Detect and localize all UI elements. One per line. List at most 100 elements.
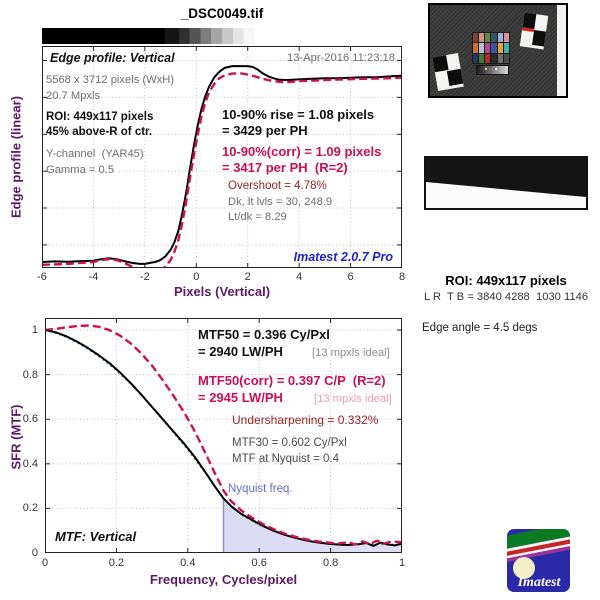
mtf30-text: MTF30 = 0.602 Cy/Pxl (232, 437, 347, 449)
thumbnail-white-strip (557, 5, 566, 96)
x-tick-label: 0.6 (251, 557, 267, 569)
mtf50-lwph: = 2940 LW/PH (198, 344, 283, 359)
mtf-plot (45, 318, 402, 553)
red-mark (521, 27, 535, 33)
x-tick-label: 1 (398, 557, 406, 569)
edge-profile-measured-curve (42, 65, 402, 265)
colorchecker-swatch (473, 53, 479, 63)
y-tick-label: 0.6 (22, 413, 38, 426)
colorchecker-swatch (503, 33, 509, 43)
y-tick-label: 0 (31, 547, 38, 559)
edge-grayscale-strip (42, 28, 402, 44)
y-tick-label: 0.2 (22, 502, 38, 515)
patch-black-square (522, 12, 537, 30)
mtf50-corr-value: MTF50(corr) = 0.397 C/P (R=2) (198, 373, 386, 388)
logo-text: Imatest (517, 575, 562, 590)
wedge-dot-white (495, 68, 497, 70)
colorchecker-swatch (479, 43, 485, 53)
gamma-text: Gamma = 0.5 (46, 164, 115, 176)
colorchecker-swatch (503, 53, 509, 63)
x-tick-label: 0.2 (108, 557, 125, 569)
colorchecker-swatch (503, 43, 509, 53)
nyquist-freq-label: Nyquist freq. (228, 483, 293, 495)
scene-thumbnail (428, 3, 568, 98)
levels-text: Dk, lt lvls = 30, 248.9 (228, 196, 333, 208)
colorchecker-swatch (491, 53, 497, 63)
mtf-measured-curve (45, 329, 402, 547)
colorchecker-swatch (485, 33, 491, 43)
colorchecker-swatch (497, 33, 503, 43)
colorchecker-swatch (497, 43, 503, 53)
logo-moon (513, 557, 535, 579)
colorchecker-chart (472, 32, 510, 64)
colorchecker-swatch (485, 43, 491, 53)
undersharpening-text: Undersharpening = 0.332% (232, 413, 379, 427)
ideal-note-2: [13 mpxls ideal] (314, 393, 392, 405)
mtf-nyquist-text: MTF at Nyquist = 0.4 (232, 453, 340, 465)
checkerboard-patch-left (432, 53, 464, 91)
colorchecker-swatch (497, 53, 503, 63)
roi-coordinates: L R T B = 3840 4288 1030 1146 (423, 291, 589, 303)
rise-per-ph: = 3429 per PH (222, 123, 308, 138)
nyquist-shaded-region (223, 498, 402, 553)
patch-black-square (531, 30, 546, 47)
x-tick-label: 4 (296, 271, 303, 283)
imatest-logo: Imatest (507, 529, 570, 592)
edge-panel-title: Edge profile: Vertical (50, 51, 175, 65)
x-tick-label: 8 (398, 271, 406, 283)
colorchecker-swatch (485, 53, 491, 63)
y-tick-label: 1 (31, 324, 38, 337)
colorchecker-swatch (479, 33, 485, 43)
colorchecker-swatch (491, 43, 497, 53)
x-tick-label: 6 (347, 271, 354, 283)
edge-y-axis-label: Edge profile (linear) (8, 95, 24, 219)
y-tick-label: 0.4 (22, 457, 38, 470)
x-tick-label: -4 (88, 271, 99, 283)
ideal-note-1: [13 mpxls ideal] (312, 347, 390, 359)
mtf50-corr-lwph: = 2945 LW/PH (198, 390, 283, 405)
checkerboard-patch-right (519, 12, 549, 50)
rise-corr-value: 10-90%(corr) = 1.09 pixels (222, 144, 382, 159)
x-tick-label: 2 (244, 271, 251, 283)
rise-corr-per-ph: = 3417 per PH (R=2) (222, 160, 348, 175)
roi-edge-image (426, 158, 586, 197)
mtf-panel-title: MTF: Vertical (55, 529, 137, 544)
x-tick-label: 0 (193, 271, 200, 283)
x-tick-label: -6 (37, 271, 47, 283)
roi-title-right: ROI: 449x117 pixels (445, 273, 567, 288)
file-title: _DSC0049.tif (180, 6, 264, 21)
grayscale-wedge (476, 65, 509, 75)
contrast-text: Lt/dk = 8.29 (228, 211, 287, 223)
image-size-text: 5568 x 3712 pixels (WxH) (46, 74, 175, 86)
mtf-x-axis-label: Frequency, Cycles/pixel (149, 572, 298, 587)
logo-green-stripe (507, 529, 570, 551)
patch-black-square (447, 69, 464, 87)
colorchecker-swatch (473, 33, 479, 43)
roi-size-text: ROI: 449x117 pixels (46, 111, 154, 123)
colorchecker-swatch (473, 43, 479, 53)
x-tick-label: 0 (41, 557, 49, 569)
logo-red-stripe (507, 538, 570, 558)
x-tick-label: -2 (139, 271, 150, 283)
watermark: Imatest 2.0.7 Pro (293, 250, 393, 264)
roi-position-text: 45% above-R of ctr. (46, 126, 153, 138)
x-tick-label: 0.8 (322, 557, 339, 569)
colorchecker-swatch (491, 33, 497, 43)
edge-x-axis-label: Pixels (Vertical) (173, 284, 271, 299)
edge-profile-plot (42, 46, 402, 268)
edge-angle-text: Edge angle = 4.5 degs (422, 322, 538, 334)
wedge-dot-yellow (485, 68, 487, 70)
patch-black-square (432, 55, 449, 73)
timestamp: 13-Apr-2016 11:23:18 (286, 52, 395, 64)
y-tick-label: 0.8 (22, 368, 38, 381)
rise-value: 10-90% rise = 1.08 pixels (222, 107, 375, 122)
edge-profile-corrected-curve (42, 72, 402, 268)
megapixels-text: 20.7 Mpxls (46, 90, 101, 102)
roi-crop-thumbnail (424, 156, 588, 210)
x-tick-label: 0.4 (180, 557, 196, 569)
channel-text: Y-channel (YAR45) (46, 148, 144, 160)
colorchecker-swatch (479, 53, 485, 63)
mtf50-value: MTF50 = 0.396 Cy/Pxl (198, 327, 330, 342)
mtf-corrected-curve (45, 324, 402, 546)
